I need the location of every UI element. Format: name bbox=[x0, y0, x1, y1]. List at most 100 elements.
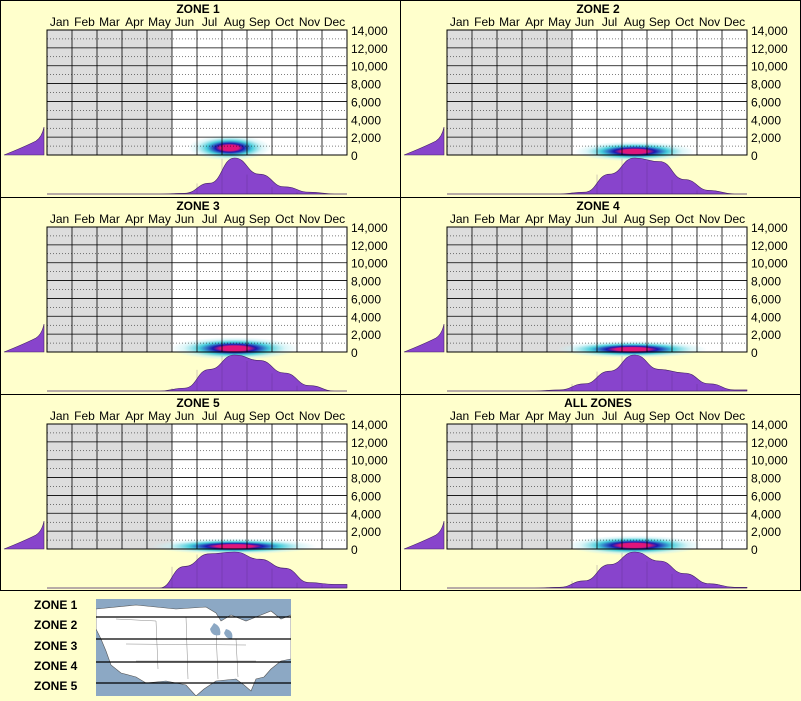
month-column bbox=[247, 227, 272, 352]
y-tick-label: 4,000 bbox=[751, 507, 781, 521]
y-tick-label: 6,000 bbox=[351, 292, 381, 306]
y-tick-label: 6,000 bbox=[351, 95, 381, 109]
y-tick-label: 12,000 bbox=[351, 239, 388, 253]
y-tick-label: 0 bbox=[351, 149, 358, 163]
month-column bbox=[697, 227, 722, 352]
month-column bbox=[72, 30, 97, 155]
month-column bbox=[647, 30, 672, 155]
density-blob bbox=[557, 340, 707, 358]
y-tick-label: 8,000 bbox=[351, 78, 381, 92]
month-label: Nov bbox=[699, 212, 720, 226]
panel-title: ALL ZONES bbox=[564, 396, 632, 410]
y-tick-label: 12,000 bbox=[751, 436, 788, 450]
density-blob bbox=[188, 135, 271, 161]
month-label: Nov bbox=[299, 212, 320, 226]
panel-title: ZONE 3 bbox=[176, 199, 220, 213]
y-tick-label: 14,000 bbox=[351, 221, 388, 235]
month-column bbox=[72, 227, 97, 352]
month-label: Jun bbox=[575, 212, 594, 226]
month-label: Aug bbox=[624, 15, 645, 29]
y-tick-label: 8,000 bbox=[751, 275, 781, 289]
month-column bbox=[622, 227, 647, 352]
y-tick-label: 0 bbox=[751, 149, 758, 163]
month-column bbox=[172, 30, 197, 155]
month-column bbox=[222, 227, 247, 352]
chart-panel-5: ZONE 5 Jan Feb Mar Apr May Jun Jul Aug Sep Oct Nov D… bbox=[0, 394, 401, 591]
month-label: Aug bbox=[224, 15, 245, 29]
y-tick-label: 4,000 bbox=[751, 113, 781, 127]
density-blob bbox=[170, 337, 299, 360]
month-label: May bbox=[548, 15, 571, 29]
legend-zone-1-label: ZONE 1 bbox=[34, 598, 78, 612]
zone-panels: ZONE 1 Jan Feb Mar Apr May Jun Jul Aug Sep Oct Nov D… bbox=[0, 0, 801, 591]
y-tick-label: 8,000 bbox=[351, 275, 381, 289]
month-column bbox=[572, 424, 597, 549]
panel-title: ZONE 5 bbox=[176, 396, 220, 410]
month-column bbox=[147, 424, 172, 549]
y-tick-label: 0 bbox=[751, 543, 758, 557]
month-label: Sep bbox=[649, 212, 671, 226]
elevation-profile bbox=[3, 323, 45, 353]
month-label: May bbox=[148, 409, 171, 423]
month-column bbox=[547, 227, 572, 352]
y-tick-label: 14,000 bbox=[751, 221, 788, 235]
month-column bbox=[172, 424, 197, 549]
month-column bbox=[572, 227, 597, 352]
elevation-profile bbox=[3, 126, 45, 156]
month-column bbox=[722, 30, 747, 155]
month-label: Sep bbox=[649, 15, 671, 29]
month-label: Mar bbox=[499, 409, 520, 423]
legend-zone-4-label: ZONE 4 bbox=[34, 659, 78, 673]
month-column bbox=[497, 30, 522, 155]
month-label: Aug bbox=[624, 409, 645, 423]
month-label: Feb bbox=[474, 15, 495, 29]
y-tick-label: 10,000 bbox=[751, 257, 788, 271]
y-tick-label: 14,000 bbox=[751, 418, 788, 432]
month-column bbox=[72, 424, 97, 549]
chart-panel-6: ALL ZONES Jan Feb Mar Apr May Jun Jul Aug Sep Oct N… bbox=[400, 394, 801, 591]
north-america-zone-map-icon bbox=[96, 599, 291, 696]
y-tick-label: 0 bbox=[351, 543, 358, 557]
month-column bbox=[497, 424, 522, 549]
y-tick-label: 14,000 bbox=[351, 24, 388, 38]
y-tick-label: 6,000 bbox=[751, 292, 781, 306]
month-label: Sep bbox=[249, 15, 271, 29]
month-column bbox=[622, 30, 647, 155]
legend-zone-2-label: ZONE 2 bbox=[34, 618, 78, 632]
plot-frame bbox=[46, 29, 348, 156]
month-column bbox=[97, 30, 122, 155]
month-label: Jan bbox=[450, 15, 469, 29]
month-label: Aug bbox=[224, 212, 245, 226]
plot-frame bbox=[446, 423, 748, 550]
chart-panel-4: ZONE 4 Jan Feb Mar Apr May Jun Jul Aug Sep Oct Nov D… bbox=[400, 197, 801, 395]
y-tick-label: 0 bbox=[351, 346, 358, 360]
month-column bbox=[647, 424, 672, 549]
y-tick-label: 14,000 bbox=[751, 24, 788, 38]
month-label: Jan bbox=[50, 409, 69, 423]
y-tick-label: 12,000 bbox=[351, 42, 388, 56]
month-column bbox=[147, 30, 172, 155]
month-label: Oct bbox=[675, 409, 694, 423]
legend-zone-3-label: ZONE 3 bbox=[34, 639, 78, 653]
elevation-profile bbox=[403, 520, 445, 550]
y-tick-label: 12,000 bbox=[351, 436, 388, 450]
month-label: Jun bbox=[175, 409, 194, 423]
month-label: Nov bbox=[299, 15, 320, 29]
y-tick-label: 10,000 bbox=[351, 454, 388, 468]
month-label: Jun bbox=[175, 15, 194, 29]
month-label: Jan bbox=[450, 409, 469, 423]
elevation-profile bbox=[403, 323, 445, 353]
month-column bbox=[322, 30, 347, 155]
plot-frame bbox=[46, 423, 348, 550]
month-column bbox=[472, 30, 497, 155]
month-label: Jul bbox=[602, 15, 617, 29]
month-label: Nov bbox=[699, 409, 720, 423]
month-column bbox=[697, 30, 722, 155]
month-label: Mar bbox=[99, 212, 120, 226]
month-column bbox=[222, 424, 247, 549]
plot-frame bbox=[446, 226, 748, 353]
month-column bbox=[722, 227, 747, 352]
month-label: Sep bbox=[249, 409, 271, 423]
month-label: Mar bbox=[499, 15, 520, 29]
month-label: Mar bbox=[99, 15, 120, 29]
